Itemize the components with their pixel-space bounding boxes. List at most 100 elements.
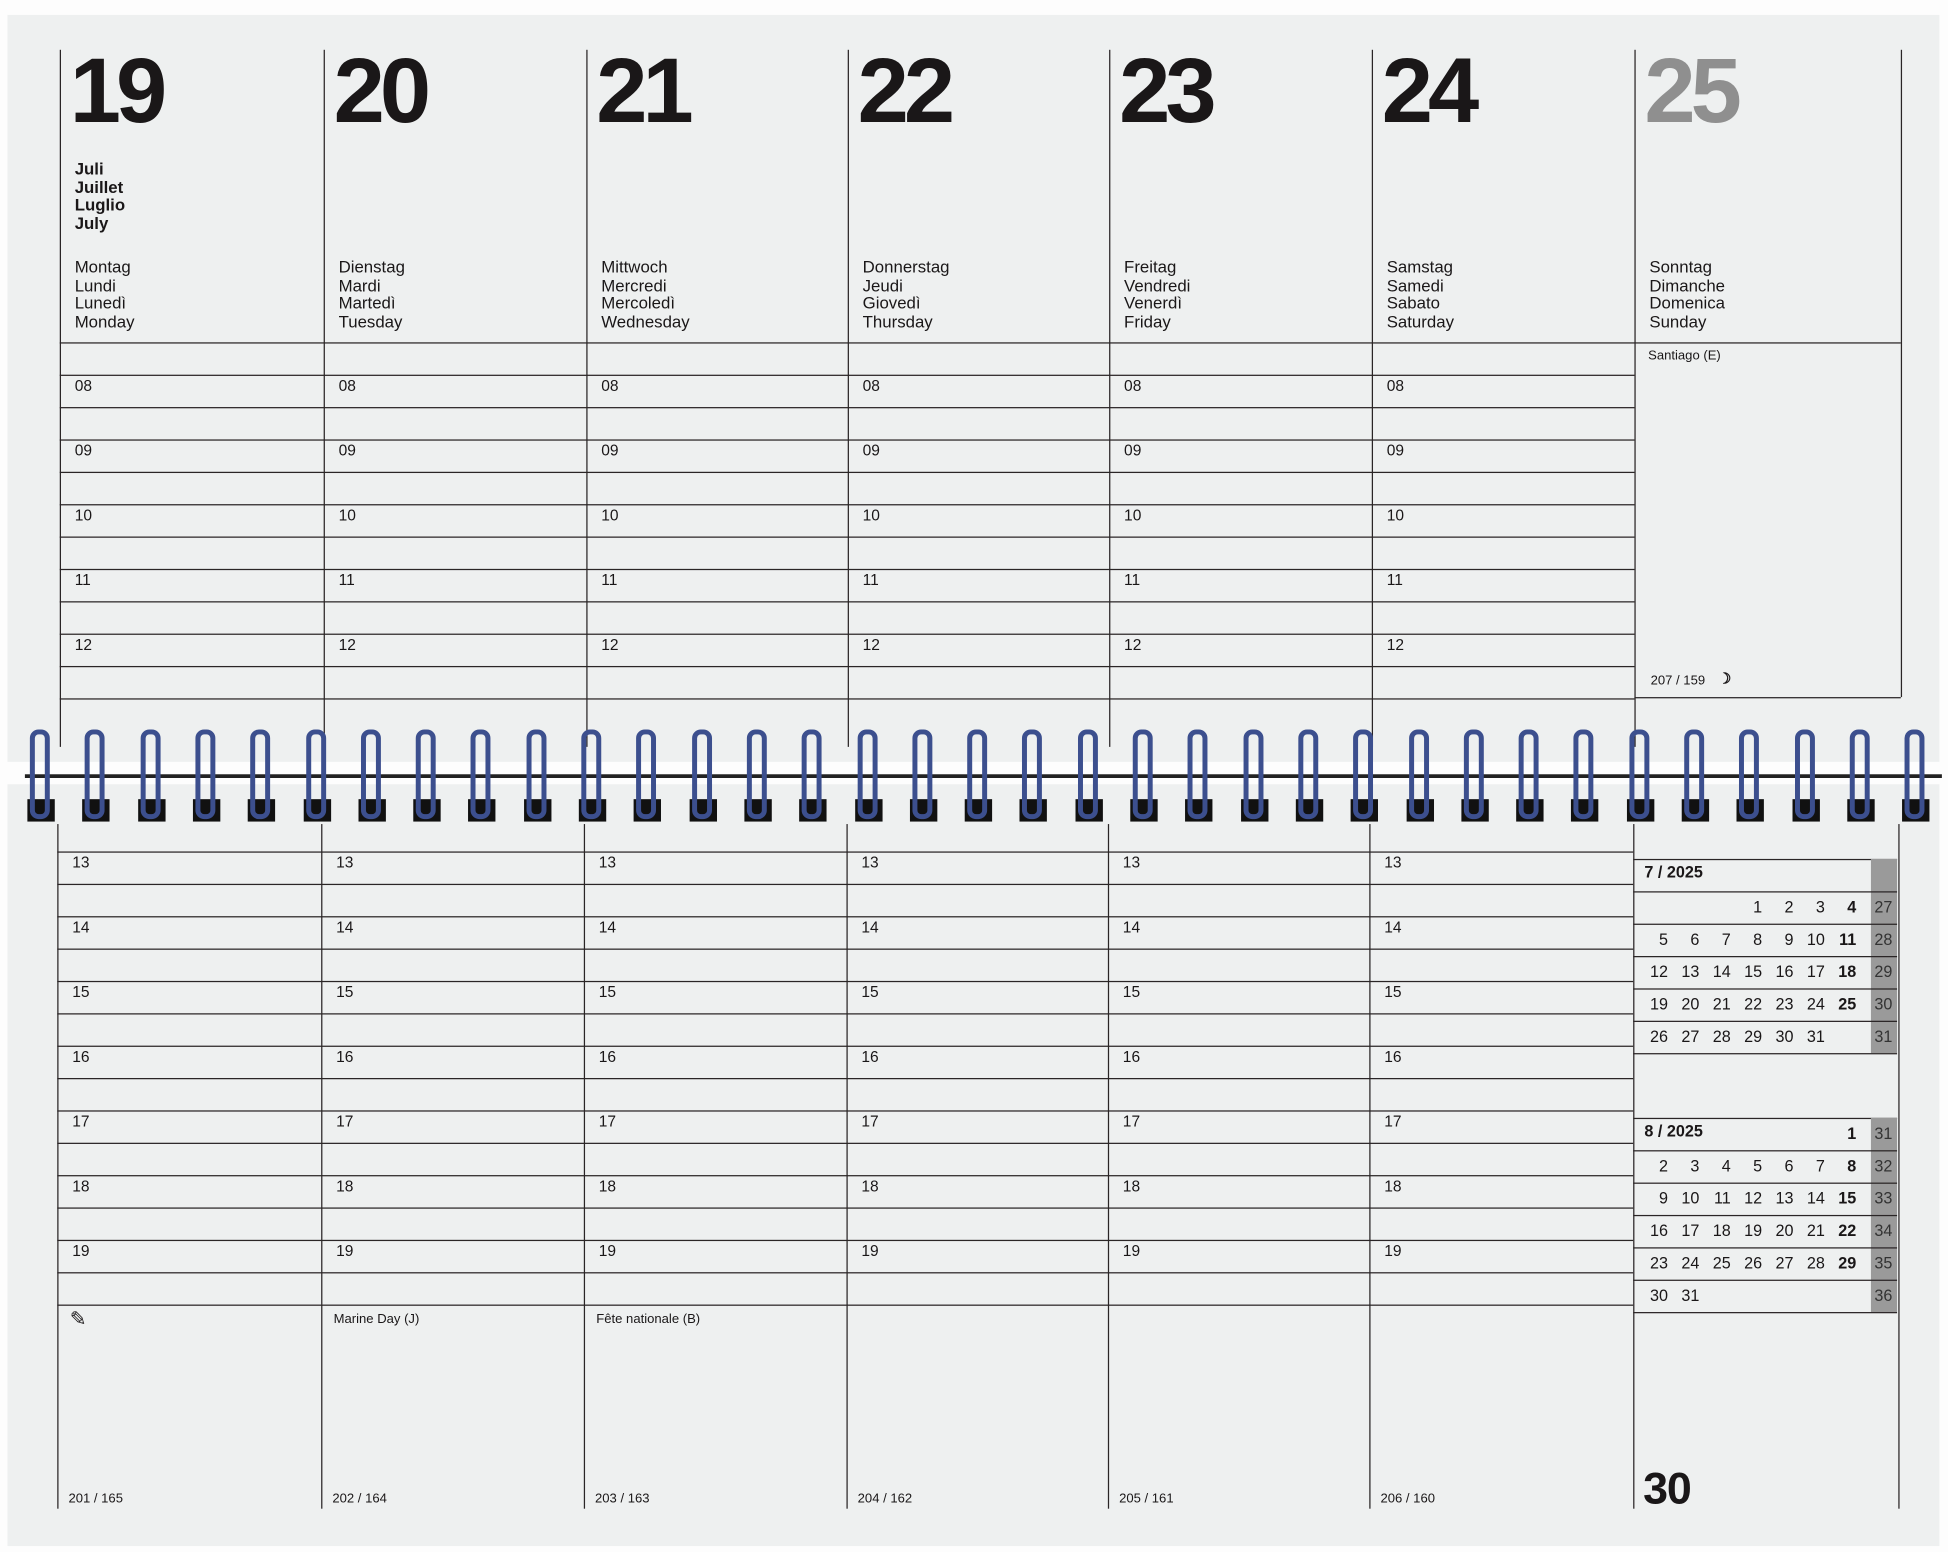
hour-label: 10 — [338, 506, 356, 525]
mini-cal-day: 6 — [1690, 929, 1700, 949]
hour-label: 18 — [598, 1177, 617, 1196]
mini-cal-day: 16 — [1775, 962, 1794, 981]
hour-label: 18 — [336, 1177, 354, 1196]
hour-label: 09 — [601, 441, 619, 460]
mini-cal-day: 7 — [1815, 1156, 1825, 1176]
mini-cal-day: 17 — [1806, 962, 1825, 981]
mini-cal-rule — [1633, 1053, 1898, 1055]
day-name: Monday — [74, 311, 135, 331]
day-name: Jeudi — [862, 275, 903, 295]
mini-cal-title: 8 / 2025 — [1644, 1121, 1703, 1141]
hour-rule — [57, 1304, 1634, 1307]
mini-cal-day: 17 — [1681, 1221, 1700, 1240]
hour-rule — [59, 407, 1635, 409]
hour-label: 19 — [861, 1242, 879, 1260]
mini-cal-rule — [1633, 1182, 1898, 1185]
hour-label: 13 — [72, 853, 90, 872]
mini-cal-rule — [1633, 956, 1898, 958]
mini-cal-day: 23 — [1650, 1253, 1669, 1273]
mini-cal-day: 19 — [1744, 1221, 1763, 1240]
week-number: 31 — [1874, 1124, 1893, 1143]
week-number: 31 — [1874, 1026, 1893, 1046]
hour-label: 09 — [1124, 441, 1142, 460]
day-count: 202 / 164 — [332, 1491, 387, 1507]
column-divider — [1898, 824, 1900, 1509]
mini-cal-day: 18 — [1838, 962, 1857, 981]
column-divider — [1633, 824, 1635, 1509]
day-name: Giovedì — [862, 293, 921, 313]
mini-cal-day: 24 — [1806, 994, 1825, 1014]
hour-label: 12 — [338, 636, 356, 654]
mini-cal-title: 7 / 2025 — [1644, 862, 1703, 882]
day-name: Mittwoch — [601, 257, 668, 277]
day-name: Sabato — [1386, 293, 1440, 313]
hour-label: 16 — [598, 1048, 617, 1066]
hour-label: 17 — [1384, 1112, 1402, 1131]
hour-label: 08 — [1124, 377, 1142, 395]
hour-label: 16 — [1122, 1048, 1141, 1066]
mini-cal-rule — [1633, 1020, 1898, 1023]
mini-cal-day: 11 — [1713, 1188, 1731, 1208]
column-divider — [1634, 49, 1637, 747]
day-name: Thursday — [862, 311, 933, 331]
week-number: 27 — [1874, 897, 1893, 917]
hour-label: 19 — [72, 1242, 90, 1260]
spiral-coil-icon — [1353, 729, 1374, 820]
hour-label: 08 — [1386, 377, 1405, 395]
column-divider — [847, 49, 850, 747]
day-number: 21 — [596, 38, 694, 142]
spiral-coil-icon — [857, 729, 877, 820]
mini-cal-day: 27 — [1775, 1253, 1794, 1273]
day-name: Saturday — [1386, 311, 1454, 331]
hour-rule — [59, 374, 1635, 377]
day-name: Samedi — [1386, 275, 1444, 295]
day-number: 22 — [857, 38, 956, 142]
mini-cal-day: 18 — [1712, 1221, 1731, 1240]
mini-cal-day: 12 — [1650, 962, 1669, 981]
hour-rule — [59, 698, 1635, 700]
mini-cal-day: 30 — [1650, 1285, 1669, 1305]
mini-cal-day: 22 — [1744, 994, 1763, 1014]
spiral-coil-icon — [1573, 729, 1594, 820]
mini-cal-rule — [1633, 988, 1898, 990]
spiral-coil-icon — [85, 729, 105, 820]
hour-rule — [59, 665, 1635, 668]
hour-label: 16 — [72, 1048, 90, 1066]
hour-label: 18 — [72, 1177, 90, 1196]
spiral-coil-icon — [1684, 729, 1705, 820]
spiral-coil-icon — [636, 729, 657, 820]
day-name: Dimanche — [1649, 275, 1726, 295]
week-number-column — [1870, 1117, 1898, 1313]
hour-label: 15 — [72, 983, 90, 1001]
day-name: Sunday — [1649, 311, 1707, 331]
hour-label: 14 — [1122, 918, 1141, 937]
day-count: 201 / 165 — [68, 1491, 123, 1507]
spiral-coil-icon — [1298, 729, 1319, 820]
hour-label: 10 — [601, 506, 619, 525]
sunday-bottom-rule — [1634, 697, 1901, 699]
mini-cal-day: 20 — [1775, 1221, 1794, 1240]
column-divider — [1109, 49, 1111, 747]
day-name: Mardi — [338, 275, 381, 295]
hour-label: 11 — [601, 571, 618, 589]
hour-rule — [57, 980, 1634, 983]
mini-cal-day: 30 — [1775, 1026, 1794, 1046]
mini-cal-day: 29 — [1744, 1026, 1763, 1046]
week-number: 32 — [1874, 1156, 1893, 1176]
mini-cal-day: 27 — [1681, 1026, 1700, 1046]
hour-label: 08 — [338, 377, 356, 395]
spiral-coil-icon — [29, 729, 50, 820]
mini-cal-day: 8 — [1753, 929, 1763, 949]
spiral-coil-icon — [1463, 729, 1484, 820]
holiday-note: Fête nationale (B) — [596, 1312, 701, 1327]
week-number: 28 — [1874, 929, 1893, 949]
hour-rule — [59, 601, 1635, 603]
hour-rule — [57, 1142, 1634, 1145]
hour-label: 10 — [1124, 506, 1142, 525]
spiral-coil-icon — [1132, 729, 1153, 820]
mini-cal-day: 26 — [1650, 1026, 1669, 1046]
week-number: 30 — [1874, 994, 1893, 1014]
hour-label: 09 — [1386, 441, 1405, 460]
mini-cal-day: 21 — [1806, 1221, 1825, 1240]
hour-label: 19 — [598, 1242, 617, 1260]
